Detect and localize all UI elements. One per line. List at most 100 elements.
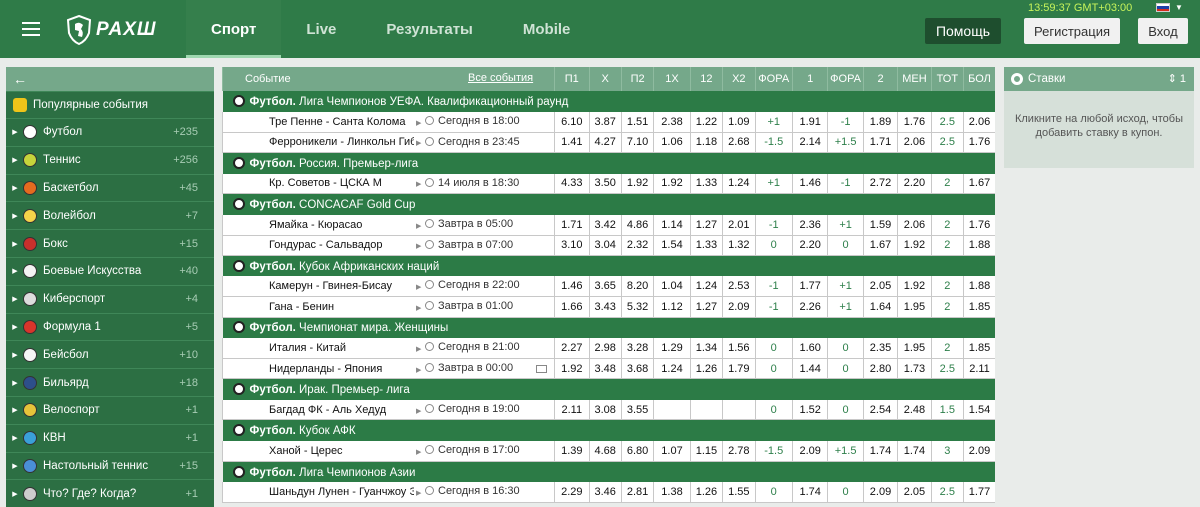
nav-live[interactable]: Live: [306, 21, 337, 38]
event-cell[interactable]: Гондурас - Сальвадор ▶ Завтра в 07:00: [222, 235, 555, 256]
odds-cell[interactable]: 2: [930, 214, 964, 236]
odds-cell[interactable]: 2.29: [554, 482, 589, 504]
odds-cell[interactable]: 5.32: [620, 296, 654, 318]
odds-cell[interactable]: 0: [827, 235, 864, 256]
odds-cell[interactable]: 3: [930, 440, 964, 462]
odds-cell[interactable]: 0: [754, 235, 793, 256]
odds-cell[interactable]: 1.33: [689, 235, 723, 256]
odds-cell[interactable]: 2.09: [791, 440, 828, 462]
odds-cell[interactable]: 1.32: [722, 235, 755, 256]
odds-cell[interactable]: 2.09: [963, 440, 995, 462]
odds-cell[interactable]: 8.20: [620, 276, 654, 298]
odds-cell[interactable]: 0: [754, 399, 793, 421]
odds-cell[interactable]: 1.15: [689, 440, 723, 462]
odds-cell[interactable]: 2: [930, 235, 964, 256]
event-cell[interactable]: Кр. Советов - ЦСКА М ▶ 14 июля в 18:30: [222, 173, 555, 195]
match-teams[interactable]: Гана - Бенин: [269, 300, 335, 313]
event-cell[interactable]: Нидерланды - Япония ▶ Завтра в 00:00: [222, 358, 555, 380]
sidebar-item[interactable]: ▶ Футбол +235: [6, 118, 214, 146]
odds-cell[interactable]: [689, 399, 723, 421]
odds-cell[interactable]: 0: [827, 482, 864, 504]
event-cell[interactable]: Багдад ФК - Аль Хедуд ▶ Сегодня в 19:00: [222, 399, 555, 421]
odds-cell[interactable]: 1.26: [689, 482, 723, 504]
odds-cell[interactable]: 1.92: [897, 235, 932, 256]
event-cell[interactable]: Тре Пенне - Санта Колома ▶ Сегодня в 18:00: [222, 112, 555, 133]
odds-cell[interactable]: 2.80: [862, 358, 898, 380]
sidebar-item[interactable]: ▶ Велоспорт +1: [6, 395, 214, 424]
odds-cell[interactable]: 1.24: [722, 173, 755, 195]
odds-cell[interactable]: 2.81: [620, 482, 654, 504]
odds-cell[interactable]: 1.38: [653, 482, 691, 504]
sidebar-item[interactable]: ▶ Бокс +15: [6, 229, 214, 257]
odds-cell[interactable]: 0: [754, 482, 793, 504]
odds-cell[interactable]: 1.06: [653, 132, 691, 154]
event-cell[interactable]: Италия - Китай ▶ Сегодня в 21:00: [222, 338, 555, 359]
odds-cell[interactable]: -1: [754, 276, 793, 298]
odds-cell[interactable]: 4.86: [620, 214, 654, 236]
odds-cell[interactable]: 2.72: [862, 173, 898, 195]
odds-cell[interactable]: 2.32: [620, 235, 654, 256]
odds-cell[interactable]: 1.77: [791, 276, 828, 298]
odds-cell[interactable]: 1.66: [554, 296, 589, 318]
odds-cell[interactable]: 3.10: [554, 235, 589, 256]
match-teams[interactable]: Ферроникели - Линкольн Гибралтар: [269, 136, 414, 149]
odds-cell[interactable]: 1.76: [963, 132, 995, 154]
odds-cell[interactable]: 2.98: [588, 338, 622, 359]
help-button[interactable]: Помощь: [925, 18, 1001, 44]
odds-cell[interactable]: 3.50: [588, 173, 622, 195]
odds-cell[interactable]: 1.5: [930, 399, 964, 421]
event-cell[interactable]: Гана - Бенин ▶ Завтра в 01:00: [222, 296, 555, 318]
odds-cell[interactable]: 1.34: [689, 338, 723, 359]
odds-cell[interactable]: 3.55: [620, 399, 654, 421]
odds-cell[interactable]: 1.14: [653, 214, 691, 236]
match-teams[interactable]: Шаньдун Лунен - Гуанчжоу Эвергранд: [269, 486, 414, 499]
odds-cell[interactable]: 1.92: [653, 173, 691, 195]
odds-cell[interactable]: 1.85: [963, 296, 995, 318]
all-events-link[interactable]: Все события: [468, 72, 534, 84]
odds-cell[interactable]: 2: [930, 276, 964, 298]
odds-cell[interactable]: 1.52: [791, 399, 828, 421]
odds-cell[interactable]: 2.35: [862, 338, 898, 359]
odds-cell[interactable]: 1.89: [862, 112, 898, 133]
odds-cell[interactable]: -1: [754, 214, 793, 236]
odds-cell[interactable]: 2: [930, 296, 964, 318]
odds-cell[interactable]: 2.54: [862, 399, 898, 421]
event-cell[interactable]: Ханой - Церес ▶ Сегодня в 17:00: [222, 440, 555, 462]
odds-cell[interactable]: 0: [754, 358, 793, 380]
odds-cell[interactable]: 2.68: [722, 132, 755, 154]
odds-cell[interactable]: 2.26: [791, 296, 828, 318]
menu-icon[interactable]: [22, 22, 40, 36]
event-cell[interactable]: Шаньдун Лунен - Гуанчжоу Эвергранд▶ Сегод…: [222, 482, 555, 504]
odds-cell[interactable]: 1.24: [689, 276, 723, 298]
odds-cell[interactable]: 2.09: [862, 482, 898, 504]
odds-cell[interactable]: 1.91: [791, 112, 828, 133]
odds-cell[interactable]: 6.80: [620, 440, 654, 462]
sidebar-item[interactable]: ▶ Бильярд +18: [6, 368, 214, 396]
odds-cell[interactable]: 3.28: [620, 338, 654, 359]
odds-cell[interactable]: 1.60: [791, 338, 828, 359]
sidebar-item[interactable]: ▶ Теннис +256: [6, 145, 214, 174]
gear-icon[interactable]: [1011, 73, 1023, 85]
odds-cell[interactable]: 1.04: [653, 276, 691, 298]
match-teams[interactable]: Камерун - Гвинея-Бисау: [269, 280, 393, 293]
match-teams[interactable]: Ямайка - Кюрасао: [269, 218, 363, 231]
odds-cell[interactable]: [653, 399, 691, 421]
odds-cell[interactable]: 2.36: [791, 214, 828, 236]
odds-cell[interactable]: 2: [930, 338, 964, 359]
odds-cell[interactable]: 1.76: [963, 214, 995, 236]
odds-cell[interactable]: 2.11: [554, 399, 589, 421]
odds-cell[interactable]: [722, 399, 755, 421]
match-teams[interactable]: Гондурас - Сальвадор: [269, 239, 383, 252]
odds-cell[interactable]: 1.64: [862, 296, 898, 318]
nav-results[interactable]: Результаты: [386, 21, 473, 38]
bet-slip-toggle[interactable]: ⇕ 1: [1167, 73, 1186, 85]
match-teams[interactable]: Италия - Китай: [269, 341, 346, 354]
odds-cell[interactable]: -1.5: [754, 132, 793, 154]
odds-cell[interactable]: +1: [754, 173, 793, 195]
odds-cell[interactable]: 1.27: [689, 214, 723, 236]
sidebar-item[interactable]: ▶ Киберспорт +4: [6, 284, 214, 313]
odds-cell[interactable]: 3.68: [620, 358, 654, 380]
odds-cell[interactable]: 4.33: [554, 173, 589, 195]
tv-icon[interactable]: [536, 364, 547, 373]
odds-cell[interactable]: 1.07: [653, 440, 691, 462]
